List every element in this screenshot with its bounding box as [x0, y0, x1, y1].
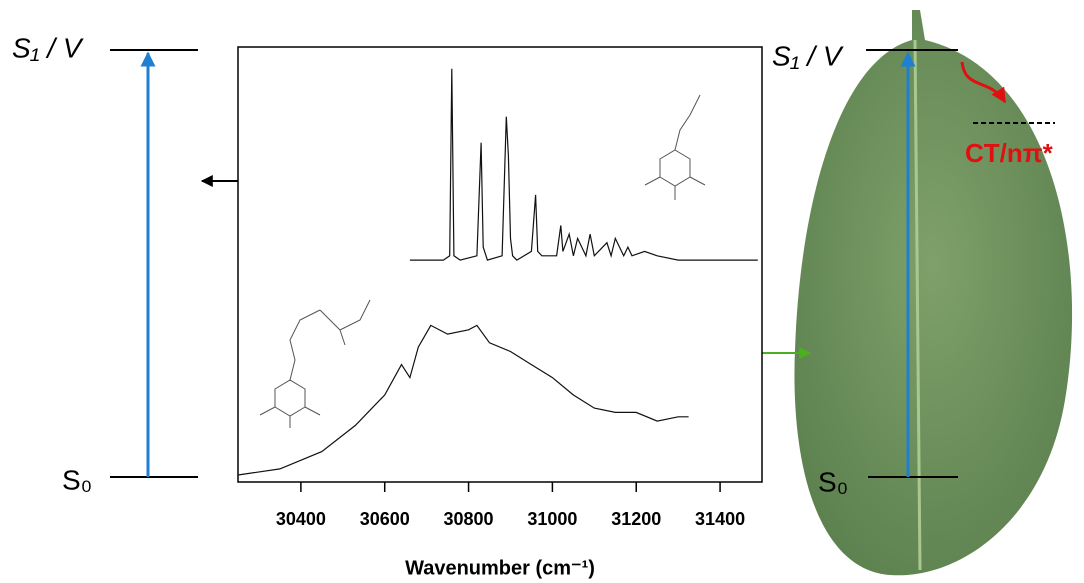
state-label: S₁ / V [772, 40, 844, 71]
state-label: S₀ [818, 466, 848, 497]
x-tick-label: 30600 [360, 509, 410, 529]
leaf [794, 10, 1073, 576]
state-label: S₀ [62, 464, 92, 495]
spectrum-line [409, 68, 758, 261]
plot-frame [237, 46, 763, 483]
x-tick-label: 31200 [611, 509, 661, 529]
leaf-vein [913, 39, 922, 571]
molecule-icon [259, 94, 706, 428]
x-tick-label: 31400 [695, 509, 745, 529]
state-label: S₁ / V [12, 32, 84, 63]
relaxation-arrow [960, 61, 1007, 104]
x-tick-label: 30400 [276, 509, 326, 529]
spectrum-line [237, 324, 689, 476]
ct-label: CT/nπ* [965, 138, 1054, 168]
x-tick-label: 31000 [527, 509, 577, 529]
x-tick-label: 30800 [444, 509, 494, 529]
x-axis-label: Wavenumber (cm⁻¹) [405, 557, 595, 579]
